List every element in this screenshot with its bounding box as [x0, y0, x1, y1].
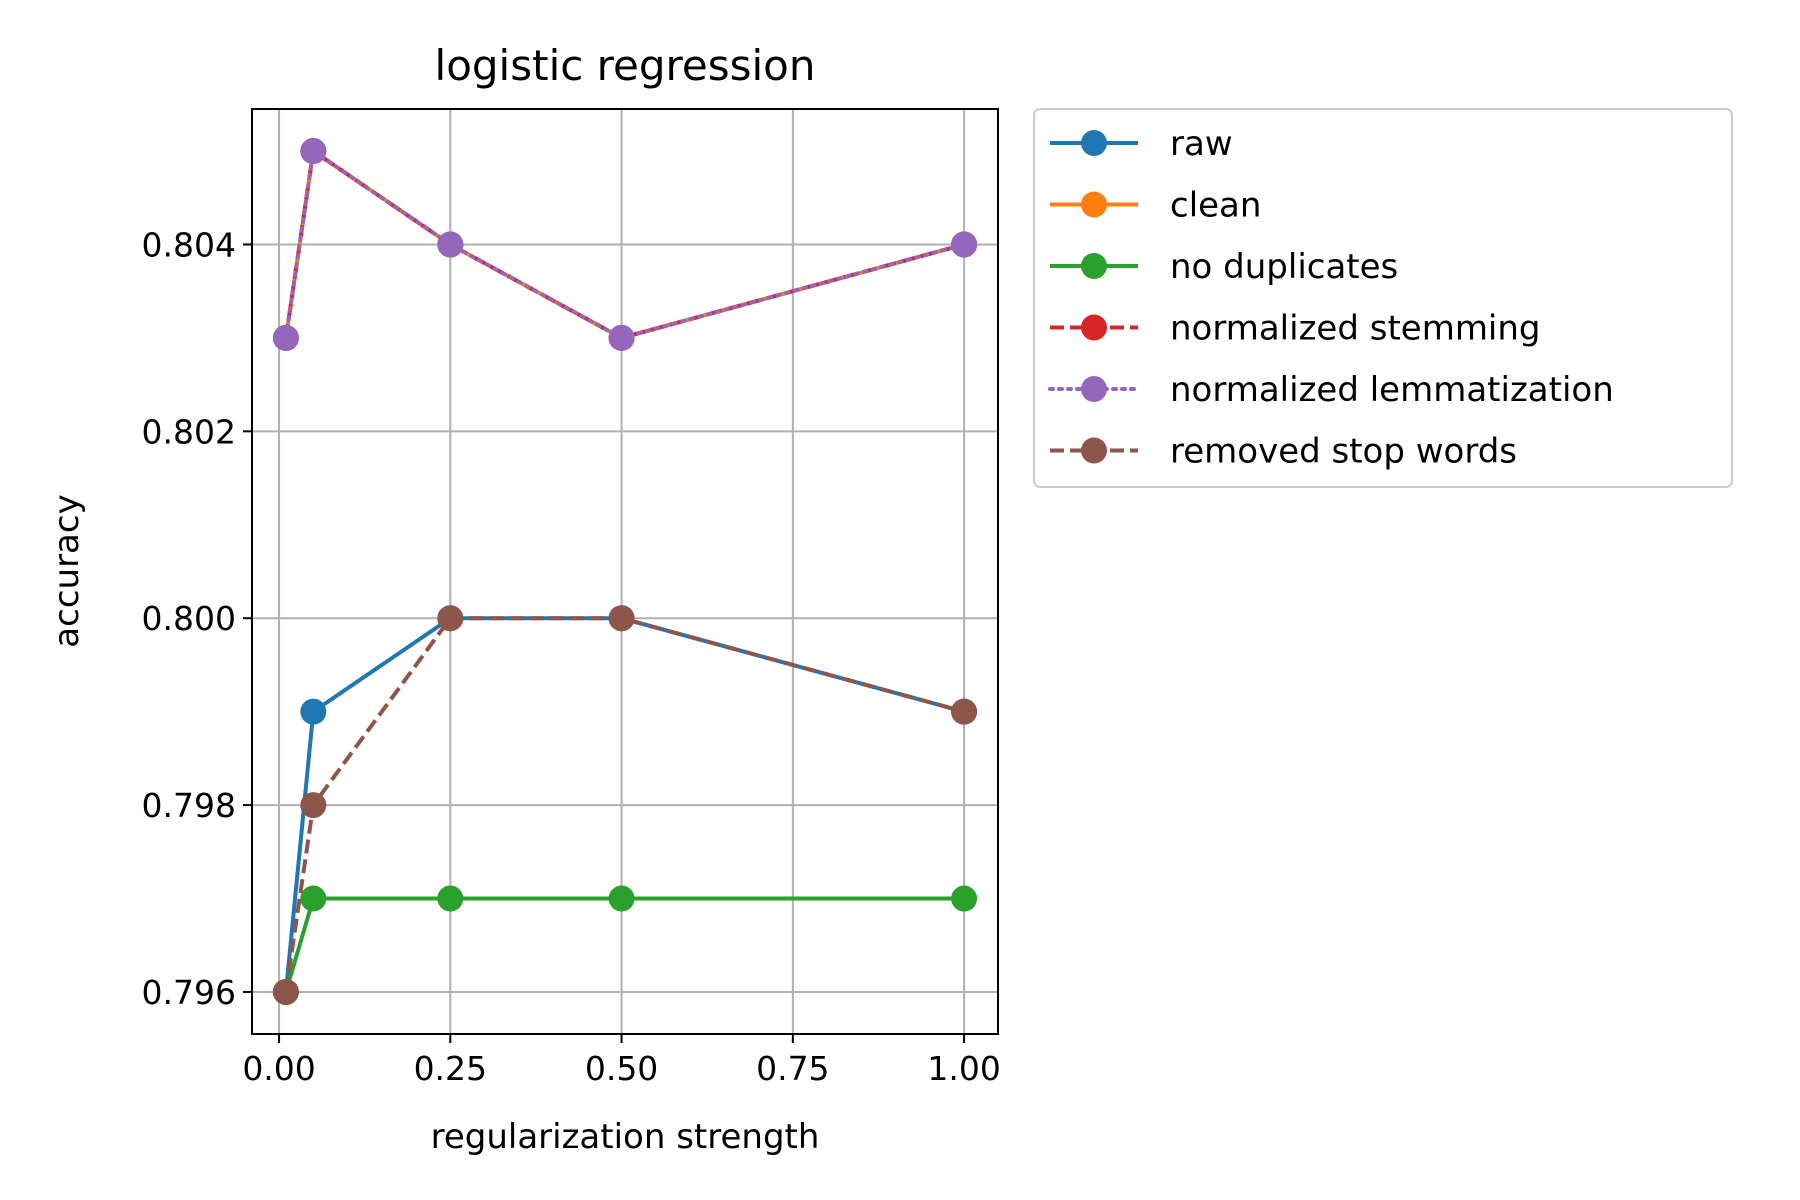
legend-marker: [1081, 253, 1107, 279]
legend-item: removed stop words: [1050, 432, 1517, 472]
series-no-duplicates: [272, 885, 978, 1005]
data-point: [608, 885, 635, 912]
y-tick-label: 0.804: [142, 225, 236, 264]
x-tick-label: 0.00: [242, 1049, 315, 1088]
legend-marker: [1081, 376, 1107, 402]
y-tick-label: 0.796: [142, 973, 236, 1012]
legend-marker: [1081, 437, 1107, 464]
data-point: [272, 324, 299, 351]
x-tick-label: 0.25: [414, 1049, 487, 1088]
x-tick-label: 1.00: [927, 1049, 1000, 1088]
legend-item: raw: [1050, 124, 1233, 164]
data-point: [951, 231, 978, 258]
legend-box: [1033, 108, 1733, 488]
legend-item: normalized stemming: [1050, 309, 1541, 349]
x-tick-label: 0.75: [756, 1049, 829, 1088]
data-point: [608, 324, 635, 351]
data-point: [437, 885, 464, 912]
y-tick-label: 0.800: [142, 599, 236, 638]
axis-ticks: 0.00 0.25 0.50 0.75 1.00 0.796 0.798 0.800 0.802…: [142, 225, 1001, 1088]
grid: [252, 109, 998, 1034]
legend-label: raw: [1170, 124, 1233, 164]
legend: raw clean no duplicates normalized stemming…: [1033, 108, 1733, 488]
legend-label: normalized stemming: [1170, 309, 1541, 349]
y-tick-label: 0.798: [142, 786, 236, 825]
legend-marker: [1081, 191, 1107, 218]
chart-title: logistic regression: [435, 41, 816, 90]
x-axis-label: regularization strength: [431, 1117, 820, 1157]
axes-frame: [251, 108, 999, 1035]
y-tick-label: 0.802: [142, 412, 236, 451]
data-point: [951, 698, 978, 725]
data-point: [300, 885, 327, 912]
legend-item: normalized lemmatization: [1048, 370, 1614, 410]
data-point: [437, 231, 464, 258]
legend-marker: [1081, 130, 1107, 156]
legend-label: clean: [1170, 186, 1261, 226]
legend-marker: [1081, 314, 1107, 341]
x-tick-label: 0.50: [585, 1049, 658, 1088]
plot-area: [272, 138, 978, 1005]
series-line: [283, 896, 965, 993]
legend-item: clean: [1050, 186, 1261, 226]
series-normalized-lemmatization: [272, 138, 978, 351]
legend-label: normalized lemmatization: [1170, 370, 1614, 410]
data-point: [272, 978, 299, 1005]
data-point: [951, 885, 978, 912]
data-point: [437, 605, 464, 632]
data-point: [300, 698, 327, 725]
y-axis-label: accuracy: [47, 494, 87, 647]
data-point: [300, 138, 327, 165]
legend-label: removed stop words: [1170, 432, 1517, 472]
data-point: [300, 792, 327, 819]
data-point: [608, 605, 635, 632]
legend-label: no duplicates: [1170, 247, 1398, 287]
legend-item: no duplicates: [1050, 247, 1398, 287]
series-removed-stop-words: [272, 605, 978, 1005]
